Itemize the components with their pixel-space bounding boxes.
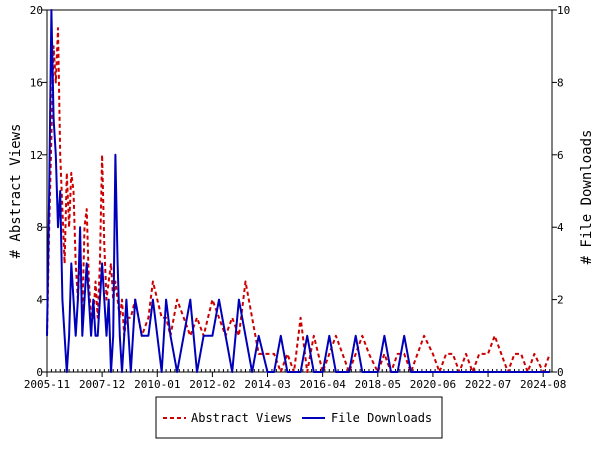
y-right-tick-label: 2 xyxy=(557,294,564,307)
y-right-tick-label: 4 xyxy=(557,221,564,234)
x-tick-label: 2020-06 xyxy=(410,378,456,391)
y-right-tick-label: 10 xyxy=(557,4,570,17)
x-tick-label: 2018-05 xyxy=(355,378,401,391)
y-right-tick-label: 8 xyxy=(557,76,564,89)
series-line-abstract-views xyxy=(46,27,551,373)
y-left-axis-title: # Abstract Views xyxy=(8,124,24,259)
legend-box xyxy=(155,396,443,439)
y-left-tick-label: 12 xyxy=(30,149,43,162)
x-axis: 2005-11 2007-12 2010-01 2012-02 2014-03 2016-… xyxy=(24,369,566,391)
legend: Abstract Views File Downloads xyxy=(155,396,443,439)
y-left-axis: 0 4 8 12 16 20 xyxy=(30,4,47,379)
x-tick-label: 2007-12 xyxy=(79,378,125,391)
y-left-tick-label: 8 xyxy=(36,221,43,234)
x-tick-label: 2012-02 xyxy=(189,378,235,391)
legend-label-abstract-views: Abstract Views xyxy=(191,411,292,425)
x-tick-label: 2005-11 xyxy=(24,378,70,391)
y-right-tick-label: 6 xyxy=(557,149,564,162)
legend-label-file-downloads: File Downloads xyxy=(331,411,432,425)
x-tick-label: 2016-04 xyxy=(299,378,346,391)
y-left-tick-label: 4 xyxy=(36,294,43,307)
x-tick-label: 2022-07 xyxy=(465,378,511,391)
series-layer xyxy=(46,9,551,373)
y-left-tick-label: 20 xyxy=(30,4,43,17)
x-tick-label: 2010-01 xyxy=(134,378,180,391)
y-left-tick-label: 0 xyxy=(36,366,43,379)
y-left-tick-label: 16 xyxy=(30,76,43,89)
y-right-axis: 0 2 4 6 8 10 xyxy=(552,4,570,379)
y-right-tick-label: 0 xyxy=(557,366,564,379)
x-tick-label: 2024-08 xyxy=(520,378,566,391)
series-line-file-downloads xyxy=(46,9,550,373)
y-right-axis-title: # File Downloads xyxy=(579,130,595,265)
x-tick-label: 2014-03 xyxy=(244,378,290,391)
